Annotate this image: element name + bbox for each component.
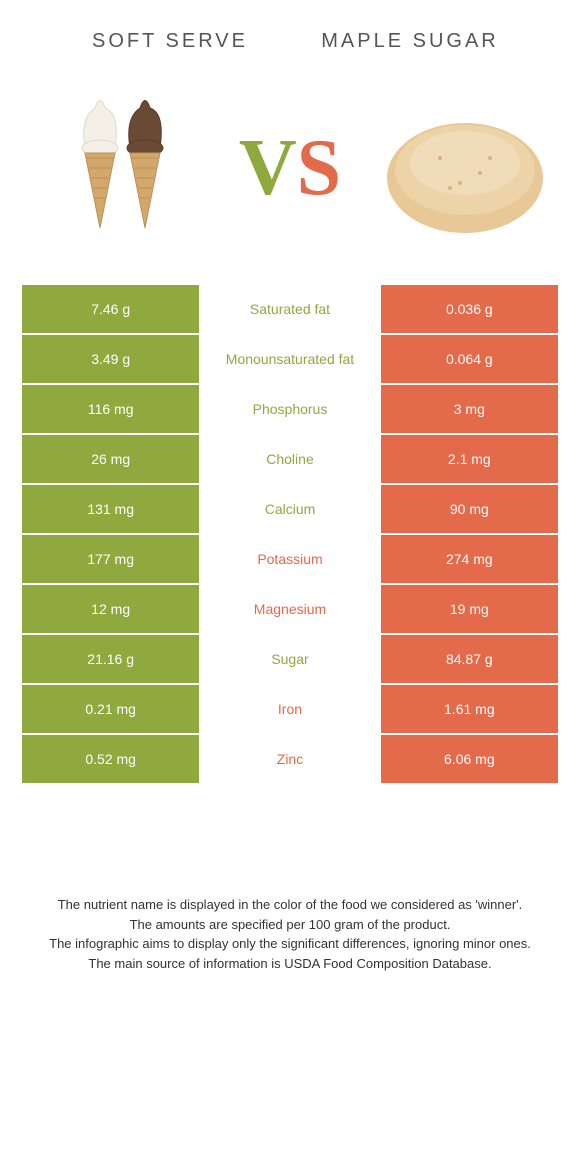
vs-s: S (297, 123, 342, 214)
left-value: 26 mg (21, 434, 200, 484)
footnote-line: The infographic aims to display only the… (40, 934, 540, 954)
nutrient-label: Zinc (200, 734, 379, 784)
images-row: VS (0, 63, 580, 283)
vs-v: V (239, 123, 297, 214)
footnote-line: The amounts are specified per 100 gram o… (40, 915, 540, 935)
nutrient-label: Phosphorus (200, 384, 379, 434)
right-image (380, 83, 550, 253)
header: Soft serve Maple sugar (0, 0, 580, 63)
table-row: 12 mgMagnesium19 mg (21, 584, 559, 634)
nutrient-label: Iron (200, 684, 379, 734)
right-value: 90 mg (380, 484, 559, 534)
nutrient-label: Calcium (200, 484, 379, 534)
right-value: 19 mg (380, 584, 559, 634)
left-value: 7.46 g (21, 284, 200, 334)
comparison-table: 7.46 gSaturated fat0.036 g3.49 gMonounsa… (20, 283, 560, 785)
table-row: 131 mgCalcium90 mg (21, 484, 559, 534)
left-image (30, 83, 200, 253)
table-row: 7.46 gSaturated fat0.036 g (21, 284, 559, 334)
right-value: 274 mg (380, 534, 559, 584)
right-value: 2.1 mg (380, 434, 559, 484)
nutrient-label: Potassium (200, 534, 379, 584)
right-value: 84.87 g (380, 634, 559, 684)
table-row: 3.49 gMonounsaturated fat0.064 g (21, 334, 559, 384)
right-value: 1.61 mg (380, 684, 559, 734)
table-row: 116 mgPhosphorus3 mg (21, 384, 559, 434)
left-value: 0.52 mg (21, 734, 200, 784)
right-value: 0.036 g (380, 284, 559, 334)
table-row: 26 mgCholine2.1 mg (21, 434, 559, 484)
title-right: Maple sugar (290, 30, 530, 53)
nutrient-label: Monounsaturated fat (200, 334, 379, 384)
left-value: 21.16 g (21, 634, 200, 684)
table-row: 21.16 gSugar84.87 g (21, 634, 559, 684)
left-value: 131 mg (21, 484, 200, 534)
footnote-line: The main source of information is USDA F… (40, 954, 540, 974)
right-value: 6.06 mg (380, 734, 559, 784)
left-value: 116 mg (21, 384, 200, 434)
right-value: 3 mg (380, 384, 559, 434)
left-value: 3.49 g (21, 334, 200, 384)
footnote-line: The nutrient name is displayed in the co… (40, 895, 540, 915)
table-row: 0.52 mgZinc6.06 mg (21, 734, 559, 784)
left-value: 0.21 mg (21, 684, 200, 734)
left-value: 177 mg (21, 534, 200, 584)
footnote: The nutrient name is displayed in the co… (40, 895, 540, 973)
title-left: Soft serve (50, 30, 290, 53)
nutrient-label: Saturated fat (200, 284, 379, 334)
nutrient-label: Magnesium (200, 584, 379, 634)
table-row: 177 mgPotassium274 mg (21, 534, 559, 584)
right-value: 0.064 g (380, 334, 559, 384)
nutrient-label: Choline (200, 434, 379, 484)
nutrient-label: Sugar (200, 634, 379, 684)
left-value: 12 mg (21, 584, 200, 634)
vs-label: VS (239, 123, 341, 214)
table-row: 0.21 mgIron1.61 mg (21, 684, 559, 734)
